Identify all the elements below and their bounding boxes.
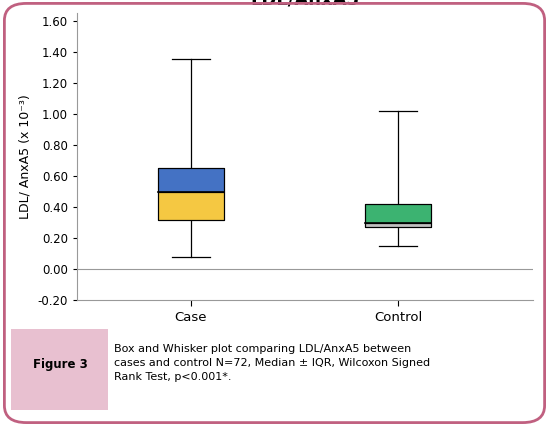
Bar — [158, 168, 224, 219]
Text: Box and Whisker plot comparing LDL/AnxA5 between
cases and control N=72, Median : Box and Whisker plot comparing LDL/AnxA5… — [114, 343, 430, 382]
Bar — [158, 168, 224, 192]
Bar — [365, 204, 431, 223]
FancyBboxPatch shape — [11, 329, 109, 410]
Bar — [365, 204, 431, 227]
Bar — [365, 223, 431, 227]
Bar — [158, 192, 224, 219]
Title: LDL/AnxA5: LDL/AnxA5 — [250, 0, 359, 9]
Y-axis label: LDL/ AnxA5 (x 10⁻³): LDL/ AnxA5 (x 10⁻³) — [19, 94, 32, 219]
Text: Figure 3: Figure 3 — [32, 358, 87, 371]
